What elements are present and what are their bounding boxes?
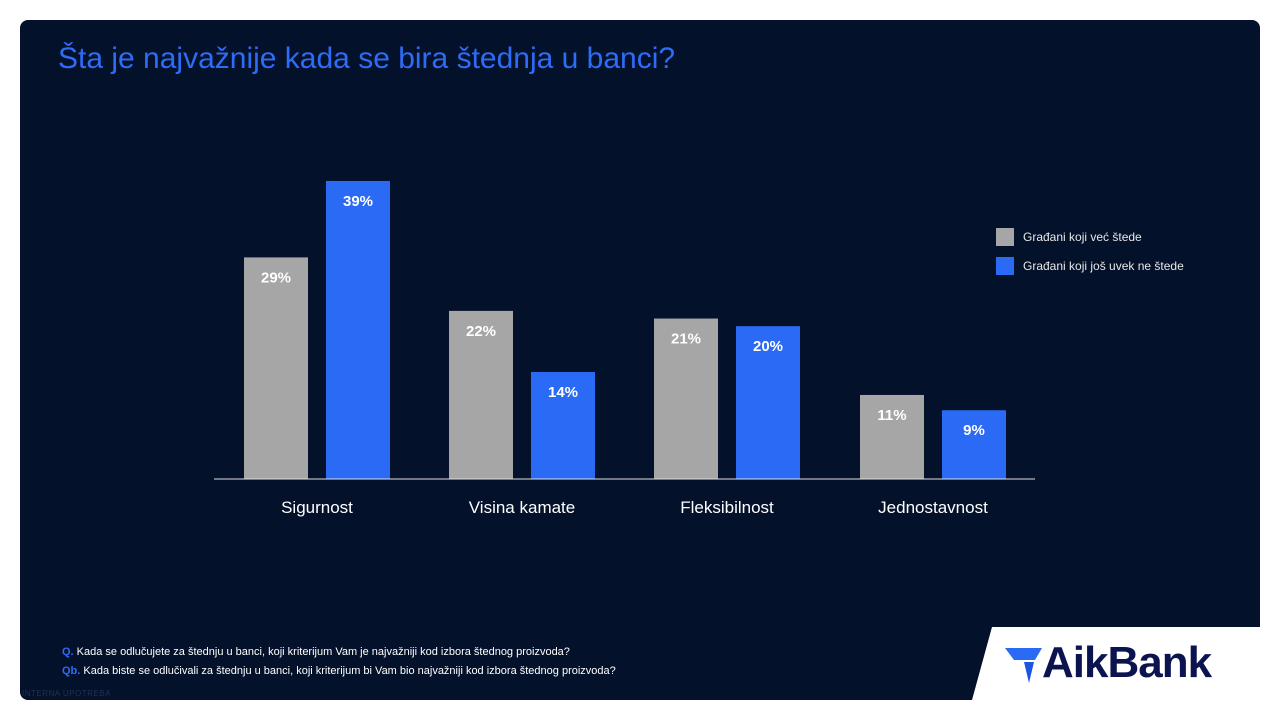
bar (736, 326, 800, 479)
data-label: 14% (548, 384, 578, 401)
q1-prefix: Q. (62, 646, 74, 658)
legend-item-nonsavers: Građani koji još uvek ne štede (996, 257, 1184, 275)
bar (860, 394, 924, 479)
q1-text: Kada se odlučujete za štednju u banci, k… (73, 646, 570, 658)
data-label: 22% (466, 323, 496, 340)
legend-swatch-blue (996, 257, 1014, 275)
internal-use-label: INTERNA UPOTREBA (22, 689, 111, 698)
data-label: 29% (261, 269, 291, 286)
bar (654, 318, 718, 479)
data-label: 39% (343, 193, 373, 210)
category-label: Jednostavnost (878, 498, 988, 517)
data-label: 21% (671, 331, 701, 348)
q2-text: Kada biste se odlučivali za štednju u ba… (80, 665, 616, 677)
data-label: 9% (963, 422, 985, 439)
legend-swatch-gray (996, 228, 1014, 246)
category-label: Fleksibilnost (680, 498, 774, 517)
bar (449, 310, 513, 479)
category-label: Sigurnost (281, 498, 353, 517)
data-label: 20% (753, 338, 783, 355)
aikbank-logo-icon (1005, 648, 1042, 683)
q2-prefix: Qb. (62, 665, 81, 677)
bar (244, 257, 308, 479)
aikbank-logo: AikBank (1042, 638, 1212, 687)
footer-questions: Q. Kada se odlučujete za štednju u banci… (62, 643, 616, 681)
legend-label: Građani koji još uvek ne štede (1023, 259, 1184, 273)
bar (942, 410, 1006, 479)
slide-panel (20, 20, 1260, 700)
slide-title: Šta je najvažnije kada se bira štednja u… (58, 42, 676, 75)
bar (326, 181, 390, 479)
category-label: Visina kamate (469, 498, 575, 517)
data-label: 11% (877, 407, 906, 424)
legend-label: Građani koji već štede (1023, 230, 1142, 244)
legend-item-savers: Građani koji već štede (996, 228, 1142, 246)
bar (531, 372, 595, 479)
